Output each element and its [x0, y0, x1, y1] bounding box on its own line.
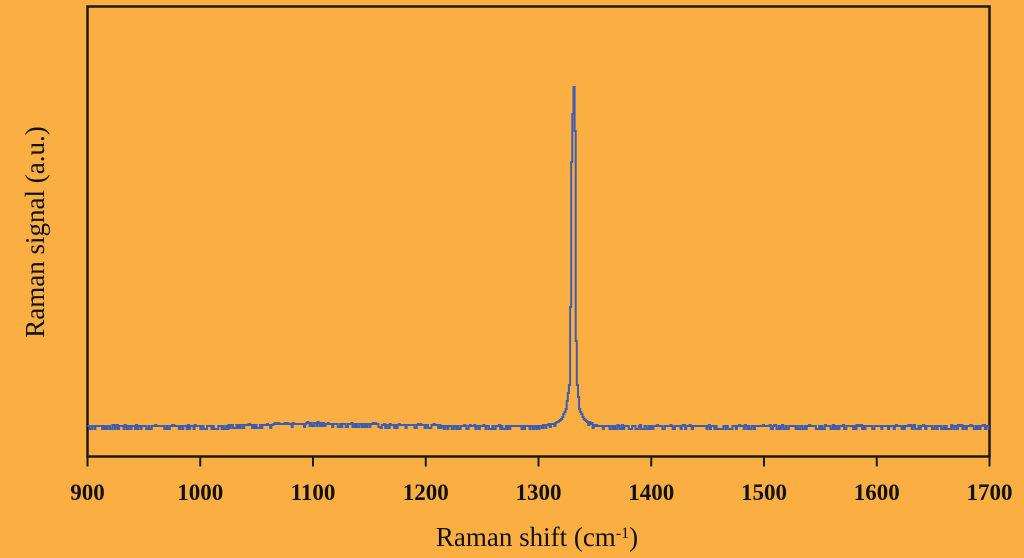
spectrum-line — [87, 86, 990, 430]
x-tick-label: 1600 — [854, 480, 900, 505]
x-tick-label: 1500 — [741, 480, 787, 505]
x-tick-label: 900 — [70, 480, 105, 505]
x-tick-label: 1200 — [403, 480, 449, 505]
x-axis-ticks — [86, 456, 991, 467]
x-tick-label: 1100 — [291, 480, 336, 505]
x-tick-label: 1000 — [177, 480, 223, 505]
x-axis-title: Raman shift (cm-1) — [436, 522, 638, 552]
y-axis-title: Raman signal (a.u.) — [20, 126, 50, 337]
x-tick-label: 1400 — [628, 480, 674, 505]
x-tick-label: 1700 — [967, 480, 1013, 505]
x-axis-tick-labels: 900 1000 1100 1200 1300 1400 1500 1600 1700 — [70, 480, 1012, 505]
x-tick-label: 1300 — [516, 480, 562, 505]
